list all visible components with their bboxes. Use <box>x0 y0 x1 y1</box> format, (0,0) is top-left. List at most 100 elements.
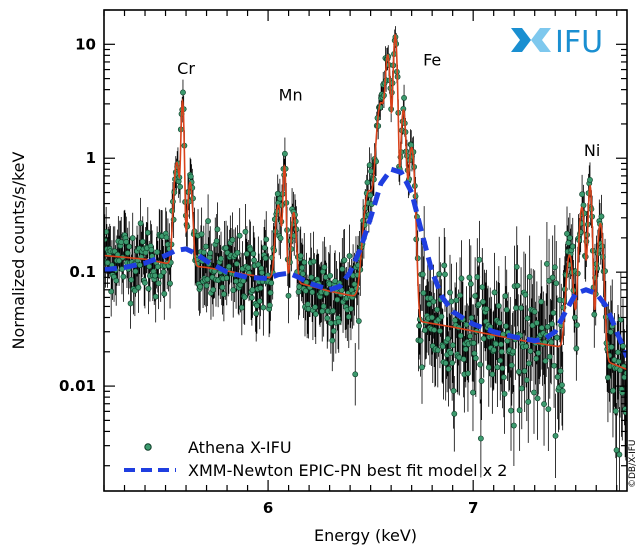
emission-line-labels: Cr Mn Fe Ni <box>177 51 600 160</box>
data-point <box>460 356 467 363</box>
data-point <box>480 335 487 342</box>
data-point <box>346 253 353 259</box>
data-point <box>281 150 288 157</box>
data-point <box>501 390 508 397</box>
data-point <box>295 289 302 295</box>
data-point <box>309 289 316 296</box>
data-point <box>502 293 509 299</box>
data-point <box>449 360 456 366</box>
data-point <box>249 287 256 293</box>
data-point <box>485 364 492 371</box>
data-point <box>617 316 624 323</box>
logo-chevron <box>511 28 531 52</box>
data-point <box>551 264 558 271</box>
data-point <box>118 239 125 246</box>
tick-marks <box>103 9 627 491</box>
data-point <box>238 304 245 311</box>
logo-chevron <box>531 28 551 52</box>
data-point <box>466 274 473 281</box>
data-point <box>531 308 538 315</box>
data-point <box>598 213 605 220</box>
data-point <box>304 301 311 308</box>
data-point <box>285 292 292 299</box>
data-point <box>523 343 529 350</box>
data-point <box>550 310 557 316</box>
data-point <box>442 271 448 278</box>
data-point <box>420 290 427 296</box>
x-axis-title: Energy (keV) <box>314 526 417 545</box>
data-point <box>499 365 506 372</box>
line-label-cr: Cr <box>177 59 195 78</box>
data-point <box>260 304 267 311</box>
data-point <box>474 274 481 280</box>
data-point <box>546 353 553 360</box>
data-point <box>613 447 620 454</box>
athena-model-line <box>104 33 627 371</box>
data-point <box>368 168 374 175</box>
data-point <box>467 280 474 287</box>
data-point <box>457 332 464 339</box>
data-point <box>546 277 552 284</box>
data-point <box>419 271 426 278</box>
data-point <box>483 306 490 313</box>
data-point <box>321 264 328 271</box>
data-point <box>148 246 155 253</box>
data-point <box>615 349 621 356</box>
data-point <box>516 407 523 414</box>
data-point <box>552 432 559 439</box>
data-point <box>277 235 284 242</box>
data-point <box>526 360 532 367</box>
data-point <box>200 249 207 256</box>
data-point <box>462 346 469 353</box>
data-point <box>319 308 326 315</box>
data-point <box>587 177 593 183</box>
data-point <box>104 228 110 235</box>
data-point <box>136 262 143 269</box>
data-point <box>302 287 309 294</box>
data-point <box>554 334 560 341</box>
logo-text: IFU <box>555 25 603 60</box>
data-point <box>327 272 334 279</box>
data-point <box>177 183 183 190</box>
data-point <box>345 313 352 320</box>
xifu-logo-icon <box>511 28 551 52</box>
data-point <box>607 329 614 335</box>
data-point <box>262 255 269 262</box>
data-point <box>554 374 561 380</box>
data-point <box>518 385 525 392</box>
data-point <box>557 368 564 374</box>
x-tick-label: 7 <box>468 499 478 517</box>
xmm-model-dashed-line <box>104 166 627 358</box>
data-point <box>218 255 224 262</box>
data-point <box>142 279 148 286</box>
data-point <box>476 256 483 263</box>
data-point <box>498 341 504 348</box>
data-point <box>205 218 211 224</box>
data-point <box>139 238 146 245</box>
data-point <box>123 238 130 245</box>
data-point <box>401 95 407 101</box>
line-label-mn: Mn <box>279 86 303 105</box>
data-point <box>544 260 550 267</box>
data-point <box>355 318 362 324</box>
data-point <box>470 389 476 396</box>
data-point <box>408 142 415 148</box>
data-point <box>463 321 470 328</box>
data-point <box>127 300 134 307</box>
data-point <box>214 226 221 233</box>
data-point <box>518 305 524 311</box>
data-point <box>297 252 304 259</box>
data-point <box>119 266 125 272</box>
data-point <box>479 284 486 291</box>
data-point <box>255 261 262 268</box>
data-point <box>541 401 547 407</box>
data-point <box>529 322 536 329</box>
data-point <box>429 314 435 321</box>
data-point <box>566 235 573 241</box>
data-point <box>545 406 552 413</box>
y-tick-label: 0.01 <box>59 377 96 395</box>
data-point <box>527 348 534 355</box>
data-point <box>126 243 133 250</box>
data-point <box>243 251 250 257</box>
data-point <box>152 272 158 279</box>
